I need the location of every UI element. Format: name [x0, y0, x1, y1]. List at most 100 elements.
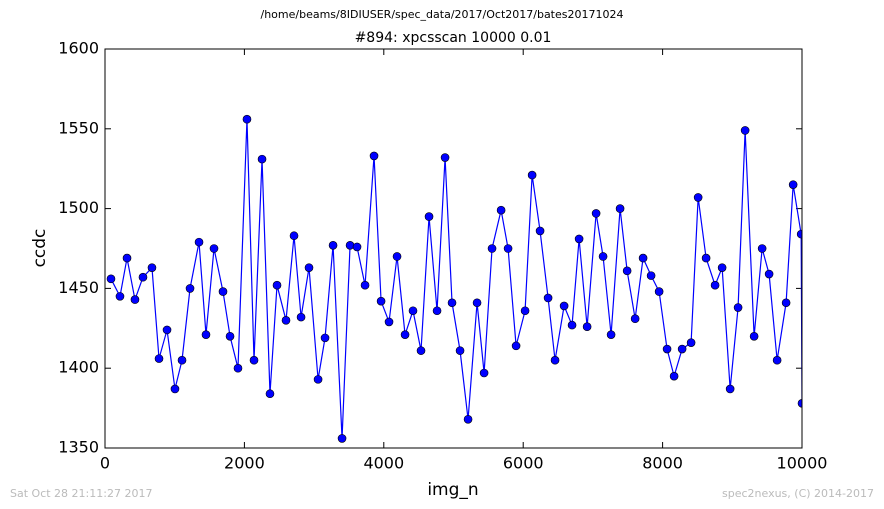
- data-point: [797, 399, 802, 408]
- data-point: [242, 114, 252, 124]
- data-point: [472, 298, 482, 308]
- data-point: [225, 331, 235, 341]
- data-point: [686, 338, 696, 347]
- data-point: [796, 229, 802, 239]
- data-point: [400, 330, 410, 339]
- data-point: [638, 253, 648, 263]
- data-point: [598, 252, 608, 261]
- data-point: [209, 244, 219, 253]
- data-point: [455, 346, 465, 355]
- data-point: [447, 298, 457, 308]
- data-point: [757, 244, 767, 253]
- data-point: [654, 287, 664, 296]
- x-tick-label: 4000: [363, 454, 404, 473]
- data-point: [749, 331, 759, 341]
- data-point: [257, 154, 267, 164]
- data-point: [440, 153, 450, 162]
- data-point: [304, 263, 314, 272]
- data-point: [320, 333, 330, 343]
- data-point: [218, 287, 228, 296]
- footer-right: spec2nexus, (C) 2014-2017: [722, 487, 874, 500]
- y-tick-label: 1600: [58, 39, 99, 58]
- data-point: [662, 344, 672, 354]
- chart-title: /home/beams/8IDIUSER/spec_data/2017/Oct2…: [261, 8, 624, 21]
- data-point: [646, 271, 656, 280]
- y-tick-label: 1350: [58, 438, 99, 457]
- data-point: [130, 295, 140, 304]
- data-point: [535, 226, 545, 236]
- data-point: [764, 269, 774, 279]
- data-point: [106, 274, 116, 284]
- data-point: [424, 212, 434, 221]
- data-point: [281, 316, 291, 325]
- data-point: [622, 266, 632, 276]
- data-point: [408, 306, 418, 316]
- data-point: [520, 306, 530, 316]
- y-tick-label: 1500: [58, 198, 99, 217]
- y-tick-label: 1400: [58, 358, 99, 377]
- data-point: [788, 180, 798, 189]
- data-point: [487, 244, 497, 253]
- data-point: [582, 322, 592, 332]
- y-axis-label: ccdc: [30, 229, 50, 268]
- data-point: [567, 320, 577, 330]
- data-point: [147, 263, 157, 272]
- data-point: [630, 314, 640, 324]
- data-point: [717, 263, 727, 272]
- data-point: [543, 293, 553, 303]
- data-point: [272, 280, 282, 290]
- data-point: [463, 414, 473, 424]
- data-point: [669, 371, 679, 381]
- data-point: [296, 312, 306, 322]
- data-point: [591, 209, 601, 218]
- data-point: [185, 284, 195, 293]
- data-point: [550, 355, 560, 365]
- data-point: [337, 434, 347, 443]
- footer-left: Sat Oct 28 21:11:27 2017: [10, 487, 152, 500]
- data-point: [781, 298, 791, 308]
- data-point: [733, 303, 743, 312]
- x-tick-label: 10000: [777, 454, 828, 473]
- data-point: [369, 151, 379, 161]
- data-point: [115, 292, 125, 301]
- data-point: [740, 126, 750, 135]
- data-point: [289, 231, 299, 241]
- data-point: [265, 389, 275, 399]
- data-point: [701, 253, 711, 263]
- data-point: [392, 252, 402, 261]
- data-point: [479, 368, 489, 378]
- data-point: [772, 355, 782, 365]
- x-tick-label: 0: [100, 454, 110, 473]
- plot-frame: [104, 48, 803, 449]
- data-point: [677, 344, 687, 354]
- data-point: [138, 272, 148, 282]
- data-point: [503, 244, 513, 253]
- data-point: [416, 346, 426, 355]
- data-point: [162, 325, 172, 335]
- data-point: [360, 280, 370, 290]
- x-axis-label: img_n: [427, 480, 478, 500]
- data-point: [233, 363, 243, 373]
- data-point: [574, 234, 584, 244]
- chart-subtitle: #894: xpcsscan 10000 0.01: [355, 30, 552, 46]
- data-point: [249, 355, 259, 365]
- data-point: [170, 384, 180, 394]
- data-point: [511, 341, 521, 351]
- data-point: [606, 330, 616, 339]
- data-point: [328, 241, 338, 250]
- data-point: [313, 375, 323, 384]
- x-tick-label: 6000: [503, 454, 544, 473]
- data-point: [194, 237, 204, 247]
- y-tick-label: 1450: [58, 278, 99, 297]
- data-point: [177, 355, 187, 365]
- data-point: [725, 384, 735, 394]
- data-point: [345, 241, 355, 250]
- data-point: [376, 296, 386, 306]
- data-point: [154, 354, 164, 363]
- data-point: [559, 301, 569, 311]
- data-point: [122, 253, 132, 263]
- data-point: [527, 170, 537, 180]
- data-point: [201, 330, 211, 339]
- data-point: [693, 193, 703, 202]
